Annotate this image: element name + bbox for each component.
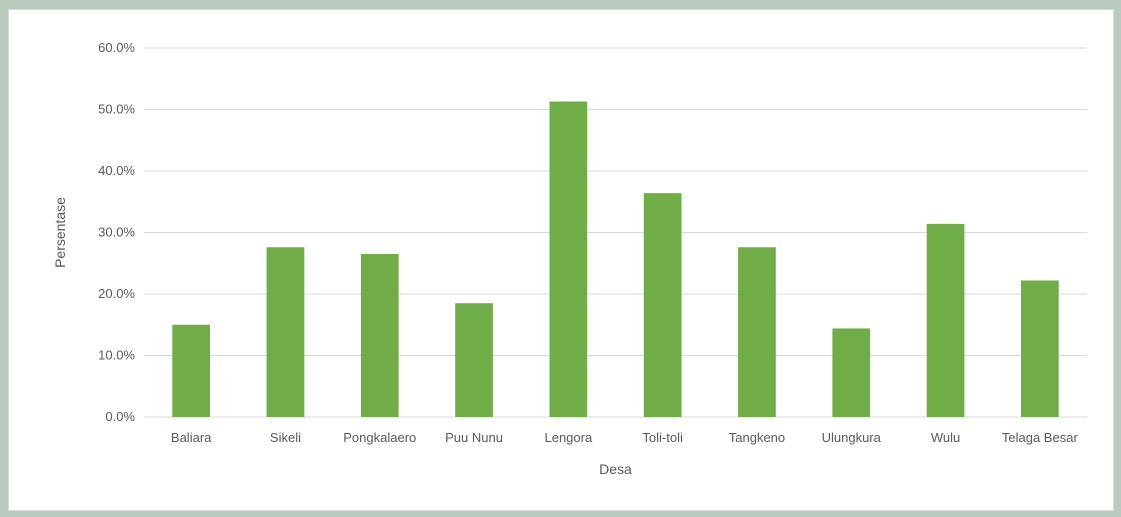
y-axis-title: Persentase — [52, 197, 68, 268]
x-tick-label: Baliara — [171, 430, 212, 445]
x-tick-label: Wulu — [931, 430, 960, 445]
bar — [926, 223, 965, 417]
bar — [360, 254, 399, 417]
y-axis-ticks: 0.0% 10.0% 20.0% 30.0% 40.0% 50.0% 60.0% — [98, 40, 135, 424]
y-tick-label: 30.0% — [98, 225, 135, 240]
bar — [643, 193, 682, 417]
x-tick-label: Toli-toli — [642, 430, 683, 445]
y-tick-label: 60.0% — [98, 40, 135, 55]
x-tick-label: Tangkeno — [729, 430, 785, 445]
x-tick-label: Telaga Besar — [1002, 430, 1079, 445]
bar — [832, 328, 871, 417]
bar — [1020, 280, 1059, 417]
chart-container: 0.0% 10.0% 20.0% 30.0% 40.0% 50.0% 60.0% Balia… — [8, 9, 1114, 511]
x-axis-ticks: Baliara Sikeli Pongkalaero Puu Nunu Lengora T… — [171, 430, 1079, 445]
x-tick-label: Lengora — [544, 430, 592, 445]
bar — [172, 324, 211, 417]
bar — [455, 303, 493, 417]
x-tick-label: Pongkalaero — [343, 430, 416, 445]
bars — [172, 101, 1059, 417]
bar — [549, 101, 588, 417]
x-tick-label: Sikeli — [270, 430, 301, 445]
bar — [266, 247, 305, 417]
bar — [738, 247, 776, 417]
y-tick-label: 50.0% — [98, 102, 135, 117]
x-tick-label: Ulungkura — [822, 430, 882, 445]
y-tick-label: 10.0% — [98, 348, 135, 363]
y-tick-label: 0.0% — [105, 409, 135, 424]
bar-chart: 0.0% 10.0% 20.0% 30.0% 40.0% 50.0% 60.0% Balia… — [52, 40, 1087, 477]
x-tick-label: Puu Nunu — [445, 430, 503, 445]
y-tick-label: 40.0% — [98, 163, 135, 178]
y-tick-label: 20.0% — [98, 286, 135, 301]
x-axis-title: Desa — [599, 461, 632, 477]
